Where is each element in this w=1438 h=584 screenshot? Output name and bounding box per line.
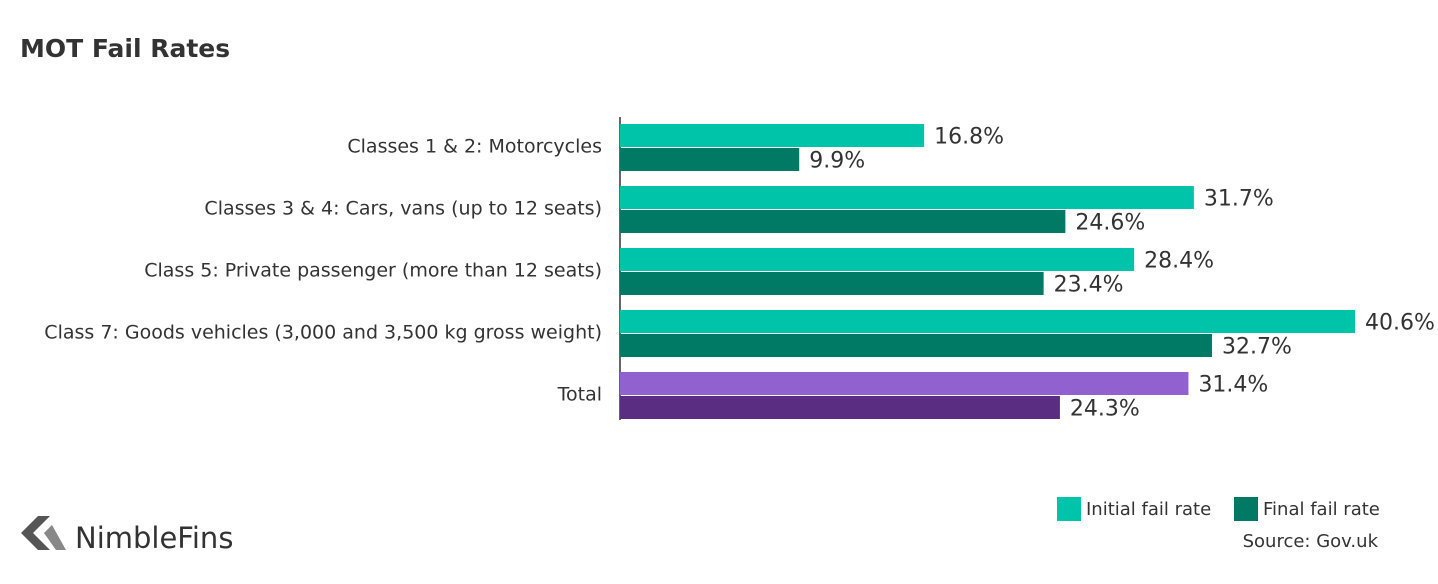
value-label: 28.4% [1144,249,1214,274]
value-label: 31.4% [1198,373,1268,398]
source-note: Source: Gov.uk [1243,531,1379,552]
value-label: 24.3% [1070,397,1140,422]
bar [620,124,925,147]
bar [620,210,1066,233]
bar [620,248,1135,271]
category-label: Class 7: Goods vehicles (3,000 and 3,500… [44,322,602,344]
bar [620,334,1212,357]
brand-name: NimbleFins [75,521,233,555]
value-label: 24.6% [1075,211,1145,236]
bar [620,310,1355,333]
bar [620,272,1044,295]
legend-label: Final fail rate [1263,499,1380,520]
legend-swatch [1057,497,1081,521]
brand-logo [21,516,66,550]
bar [620,148,800,171]
category-label: Total [557,384,602,406]
bar [620,372,1189,395]
bar [620,186,1194,209]
category-label: Class 5: Private passenger (more than 12… [144,260,602,282]
value-label: 23.4% [1054,273,1124,298]
legend-swatch [1234,497,1258,521]
category-label: Classes 3 & 4: Cars, vans (up to 12 seat… [204,198,602,220]
value-label: 31.7% [1204,187,1274,212]
value-label: 9.9% [809,149,865,174]
bar [620,396,1060,419]
category-label: Classes 1 & 2: Motorcycles [347,136,602,158]
value-label: 16.8% [934,125,1004,150]
value-label: 40.6% [1365,311,1435,336]
chart-title: MOT Fail Rates [20,34,230,63]
value-label: 32.7% [1222,335,1292,360]
legend-label: Initial fail rate [1086,499,1211,520]
